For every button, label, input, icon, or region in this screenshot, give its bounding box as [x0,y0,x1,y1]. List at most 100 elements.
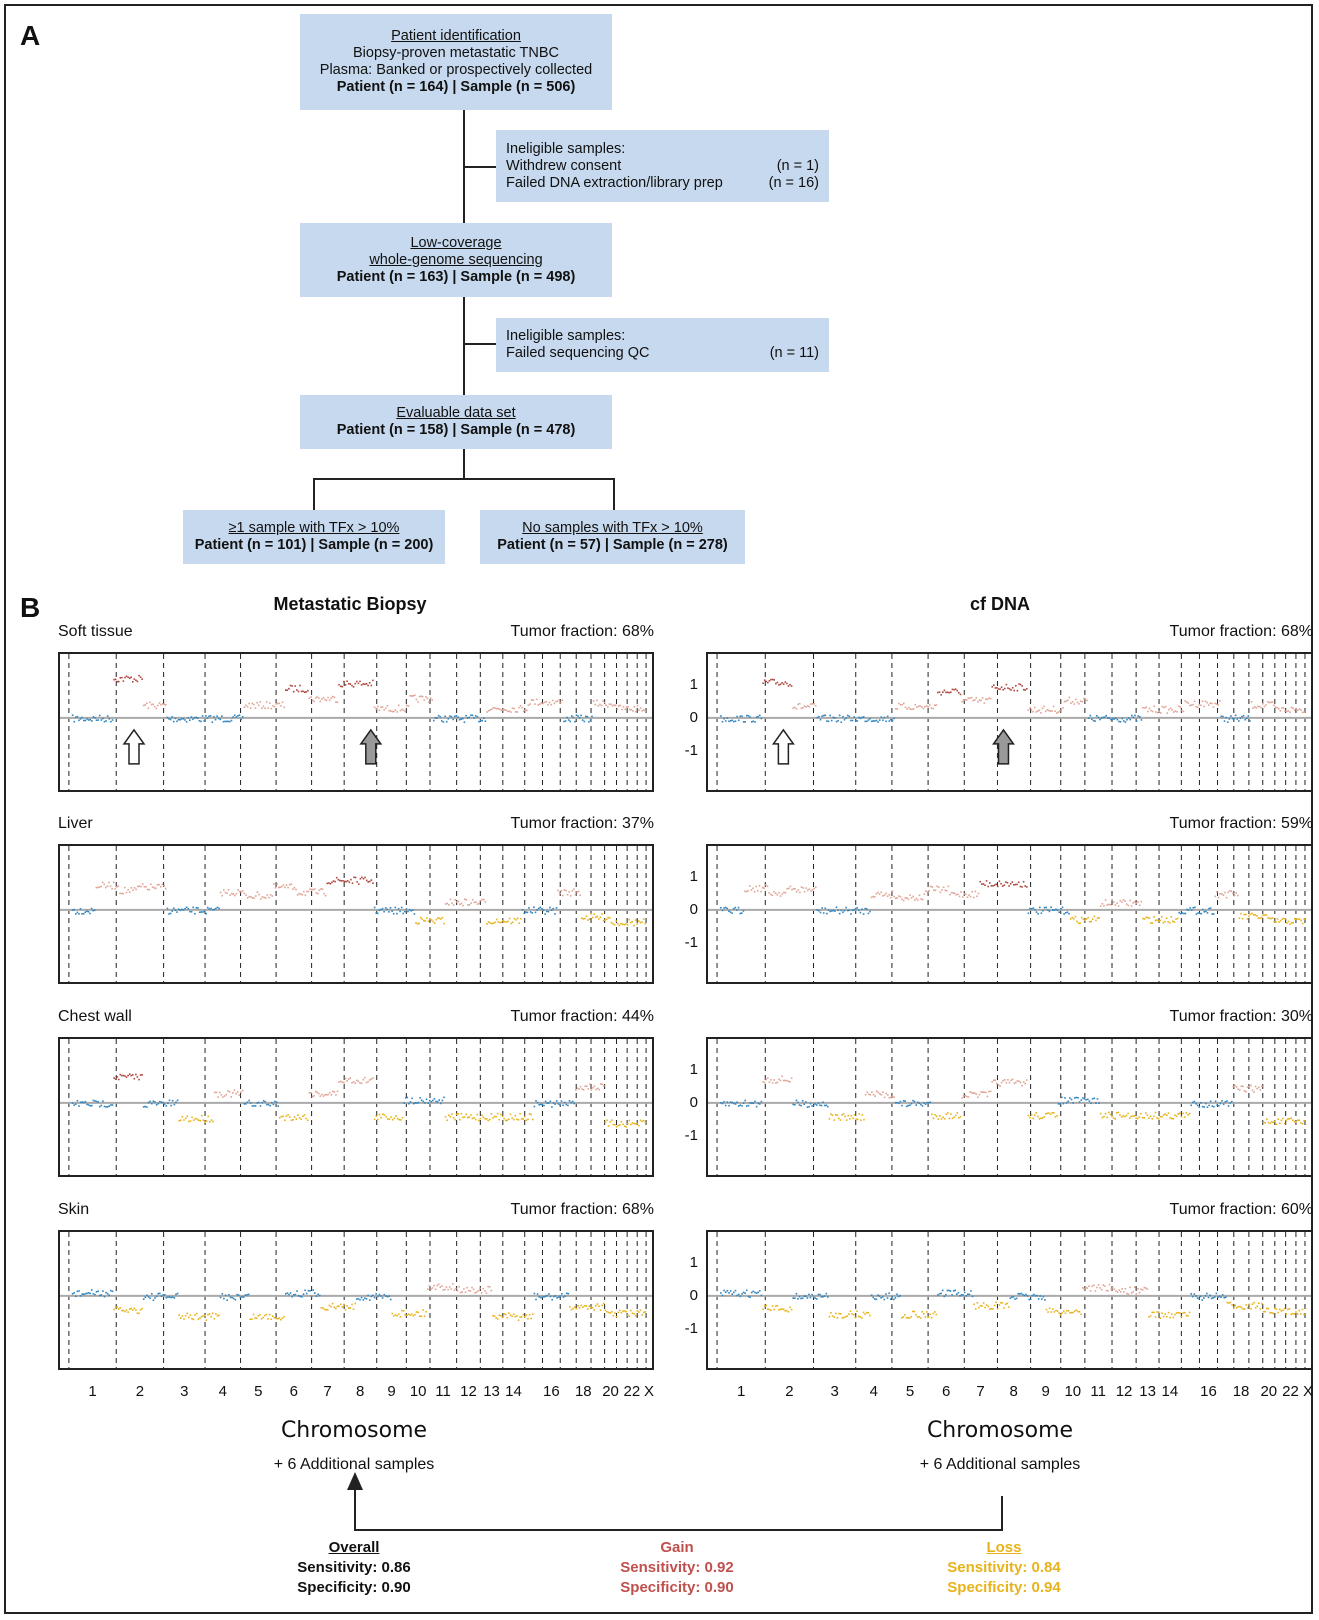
copy-number-bin [856,907,858,909]
copy-number-bin [1265,914,1268,916]
copy-number-bin [1055,908,1057,911]
copy-number-bin [577,890,580,893]
copy-number-bin [427,1288,429,1290]
copy-number-bin [149,1297,151,1299]
copy-number-bin [1095,715,1098,717]
copy-number-bin [157,704,159,707]
copy-number-bin [227,889,230,891]
copy-number-bin [125,1309,128,1312]
copy-number-bin [1101,903,1104,905]
copy-number-bin [797,1101,799,1104]
copy-number-bin [473,901,476,904]
copy-number-bin [1069,1312,1071,1314]
copy-number-bin [1057,711,1060,713]
copy-number-bin [1080,1313,1082,1316]
copy-number-bin [644,922,647,925]
copy-number-bin [847,1114,850,1117]
copy-number-bin [1205,1102,1207,1105]
copy-number-bin [407,705,410,707]
copy-number-bin [1164,705,1167,708]
copy-number-bin [1038,1118,1041,1120]
copy-number-bin [246,705,249,708]
copy-number-bin [841,1317,844,1319]
copy-number-bin [1107,717,1109,719]
copy-number-bin [97,719,99,721]
copy-number-bin [341,1306,344,1308]
copy-number-bin [76,1290,79,1293]
copy-number-bin [525,1314,528,1316]
copy-number-bin [1011,1296,1013,1298]
copy-number-bin [633,706,636,708]
copy-number-bin [97,1290,99,1292]
copy-number-bin [1250,1308,1252,1310]
copy-number-bin [1051,710,1053,712]
copy-number-bin [405,908,408,910]
copy-number-bin [210,1119,213,1121]
copy-number-bin [1100,1288,1103,1291]
copy-number-bin [757,889,759,892]
copy-number-bin [1130,1292,1133,1294]
copy-number-bin [174,909,177,911]
copy-number-bin [627,1122,629,1125]
copy-number-bin [1154,919,1157,922]
copy-number-bin [549,906,551,909]
copy-number-bin [573,1102,575,1105]
copy-number-bin [589,1083,591,1085]
copy-number-bin [549,1100,552,1103]
copy-number-bin [198,720,201,722]
copy-number-bin [929,704,931,706]
copy-number-bin [643,709,645,711]
copy-number-bin [858,909,860,912]
copy-number-bin [1148,917,1151,919]
copy-number-bin [176,1099,179,1102]
copy-number-bin [1048,709,1050,712]
copy-number-bin [974,1308,977,1310]
copy-number-bin [634,1315,637,1317]
copy-number-bin [1042,1295,1045,1298]
copy-number-bin [417,701,419,703]
copy-number-bin [540,702,543,704]
copy-number-bin [872,720,875,722]
copy-number-bin [877,891,879,894]
copy-number-bin [976,1302,979,1304]
copy-number-bin [521,706,523,709]
copy-number-bin [248,895,251,898]
copy-number-bin [1219,893,1221,895]
ineligible-title: Ineligible samples: [506,140,626,157]
copy-number-bin [845,717,847,719]
copy-number-bin [324,698,326,701]
copy-number-bin [808,1293,810,1296]
copy-number-bin [430,1101,433,1103]
copy-number-bin [130,676,132,679]
copy-number-bin [930,707,933,709]
copy-number-bin [1132,1115,1134,1117]
copy-number-bin [142,1106,145,1108]
copy-number-bin [1235,1086,1238,1088]
copy-number-bin [1156,1311,1158,1313]
copy-number-bin [846,1315,849,1317]
copy-number-bin [1252,914,1255,916]
copy-number-bin [527,704,530,706]
copy-number-bin [917,1101,919,1104]
copy-number-bin [758,885,761,887]
copy-number-bin [1240,912,1242,915]
copy-number-bin [880,1297,882,1299]
chromosome-tick-label: 3 [830,1383,839,1400]
copy-number-bin [489,709,491,711]
copy-number-bin [338,683,340,686]
copy-number-bin [291,1295,293,1298]
copy-number-bin [453,715,456,718]
copy-number-bin [966,699,968,701]
copy-number-bin [1143,1117,1145,1119]
copy-number-bin [565,889,567,892]
copy-number-bin [406,704,408,707]
copy-number-bin [923,1102,925,1104]
copy-number-bin [1045,1112,1047,1115]
copy-number-bin [853,716,855,718]
copy-number-bin [1005,683,1008,686]
copy-number-bin [1184,912,1187,915]
copy-number-bin [391,710,394,713]
chromosome-tick-label: 12 [460,1383,477,1400]
copy-number-bin [589,719,592,721]
copy-number-bin [937,1118,940,1120]
